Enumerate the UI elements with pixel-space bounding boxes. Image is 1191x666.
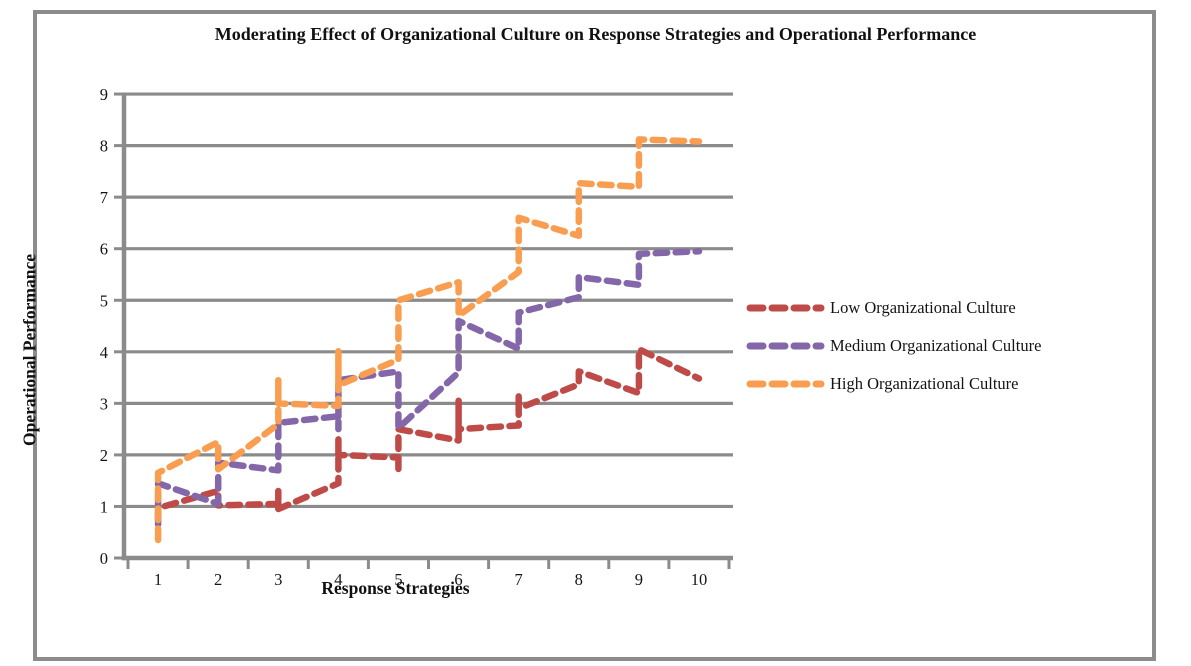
x-tick-label: 1 bbox=[154, 570, 162, 589]
x-axis-title: Response Strategies bbox=[321, 578, 470, 598]
chart-frame bbox=[33, 10, 1156, 661]
legend-item-low: Low Organizational Culture bbox=[745, 296, 1041, 320]
y-tick-label: 0 bbox=[100, 549, 108, 568]
x-tick-label: 8 bbox=[575, 570, 583, 589]
series-line-high bbox=[154, 136, 703, 544]
y-tick-label: 3 bbox=[100, 394, 108, 413]
legend-dash-swatch-medium bbox=[746, 342, 825, 350]
legend: Low Organizational Culture Medium Organi… bbox=[745, 296, 1041, 396]
y-axis-title: Operational Performance bbox=[19, 254, 40, 446]
y-tick-label: 8 bbox=[100, 137, 108, 156]
y-tick-label: 9 bbox=[100, 85, 108, 104]
legend-label-high: High Organizational Culture bbox=[830, 374, 1019, 393]
series-line-low bbox=[154, 345, 703, 525]
y-tick-label: 4 bbox=[100, 343, 108, 362]
x-tick-label: 10 bbox=[691, 570, 708, 589]
legend-item-high: High Organizational Culture bbox=[745, 372, 1041, 396]
y-tick-label: 1 bbox=[100, 497, 108, 516]
legend-dash-swatch-high bbox=[746, 380, 825, 388]
y-tick-label: 6 bbox=[100, 240, 108, 259]
x-tick-label: 3 bbox=[274, 570, 282, 589]
x-tick-label: 2 bbox=[214, 570, 222, 589]
legend-dash-swatch-low bbox=[746, 304, 825, 312]
y-tick-label: 2 bbox=[100, 446, 108, 465]
legend-item-medium: Medium Organizational Culture bbox=[745, 334, 1041, 358]
legend-label-low: Low Organizational Culture bbox=[830, 298, 1016, 317]
legend-label-medium: Medium Organizational Culture bbox=[830, 336, 1042, 355]
x-tick-label: 7 bbox=[515, 570, 523, 589]
chart-title: Moderating Effect of Organizational Cult… bbox=[214, 24, 977, 44]
x-tick-label: 4 bbox=[334, 570, 342, 589]
x-tick-label: 9 bbox=[635, 570, 643, 589]
y-tick-label: 7 bbox=[100, 188, 108, 207]
x-tick-label: 6 bbox=[454, 570, 462, 589]
series-line-medium bbox=[154, 248, 703, 528]
x-tick-label: 5 bbox=[394, 570, 402, 589]
y-tick-label: 5 bbox=[100, 291, 108, 310]
